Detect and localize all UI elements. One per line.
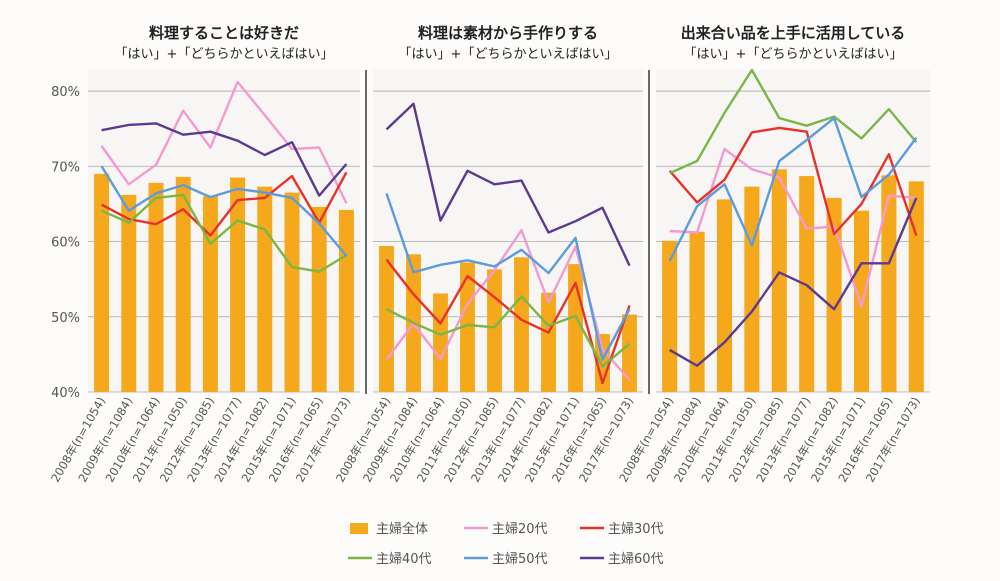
- y-tick-label: 40%: [51, 386, 80, 401]
- series-line: [100, 80, 348, 204]
- bar: [541, 292, 556, 392]
- series-line: [385, 193, 631, 361]
- panel-2: 料理は素材から手作りする「はい」+「どちらかといえばはい」2008年(n=105…: [333, 24, 650, 485]
- bar: [881, 175, 897, 392]
- y-tick-label: 80%: [51, 85, 80, 100]
- bar: [94, 173, 110, 392]
- series-line: [385, 295, 631, 368]
- series-line: [101, 122, 348, 197]
- bar: [338, 209, 354, 392]
- bar: [771, 169, 787, 392]
- bar: [121, 194, 137, 392]
- legend-label: 主婦30代: [608, 521, 664, 537]
- panel-title: 料理は素材から手作りする: [418, 24, 598, 42]
- series-line: [669, 197, 918, 367]
- series-line: [385, 102, 631, 267]
- series-line: [668, 116, 918, 262]
- bar: [622, 314, 637, 392]
- bar: [230, 177, 246, 392]
- series-line: [669, 68, 918, 175]
- panel-subtitle: 「はい」+「どちらかといえばはい」: [399, 47, 618, 62]
- legend-label: 主婦60代: [608, 551, 664, 567]
- bar: [284, 192, 300, 392]
- bar: [662, 240, 678, 392]
- bar: [257, 186, 273, 392]
- bar: [202, 196, 218, 392]
- bar: [487, 269, 502, 392]
- legend-label: 主婦20代: [492, 521, 548, 537]
- series-line: [101, 193, 348, 273]
- series-line: [100, 165, 348, 257]
- bar: [595, 334, 610, 392]
- bar: [716, 199, 733, 392]
- series-line: [385, 258, 631, 385]
- legend-label: 主婦全体: [376, 521, 428, 537]
- bar: [148, 182, 164, 392]
- bar: [311, 206, 327, 392]
- bar: [744, 186, 760, 392]
- bar: [460, 262, 475, 392]
- panel-3: 出来合い品を上手に活用している「はい」+「どちらかといえばはい」2008年(n=…: [616, 24, 930, 485]
- series-line: [668, 126, 918, 236]
- bar: [433, 293, 448, 392]
- legend-label: 主婦50代: [492, 551, 548, 567]
- panel-1: 料理することは好きだ「はい」+「どちらかといえばはい」2008年(n=1054)…: [48, 24, 367, 485]
- bar: [826, 197, 842, 392]
- panel-title: 出来合い品を上手に活用している: [681, 24, 906, 42]
- bar: [514, 257, 529, 392]
- bar: [689, 231, 705, 392]
- panel-title: 料理することは好きだ: [149, 24, 299, 42]
- bar: [908, 181, 924, 392]
- legend-label: 主婦40代: [376, 551, 432, 567]
- legend-swatch: [350, 523, 368, 534]
- y-tick-label: 70%: [51, 160, 80, 175]
- bar: [175, 176, 191, 392]
- panel-subtitle: 「はい」+「どちらかといえばはい」: [684, 47, 903, 62]
- series-line: [101, 171, 348, 237]
- y-tick-label: 50%: [51, 311, 80, 326]
- y-tick-label: 60%: [51, 236, 80, 251]
- panel-subtitle: 「はい」+「どちらかといえばはい」: [115, 47, 334, 62]
